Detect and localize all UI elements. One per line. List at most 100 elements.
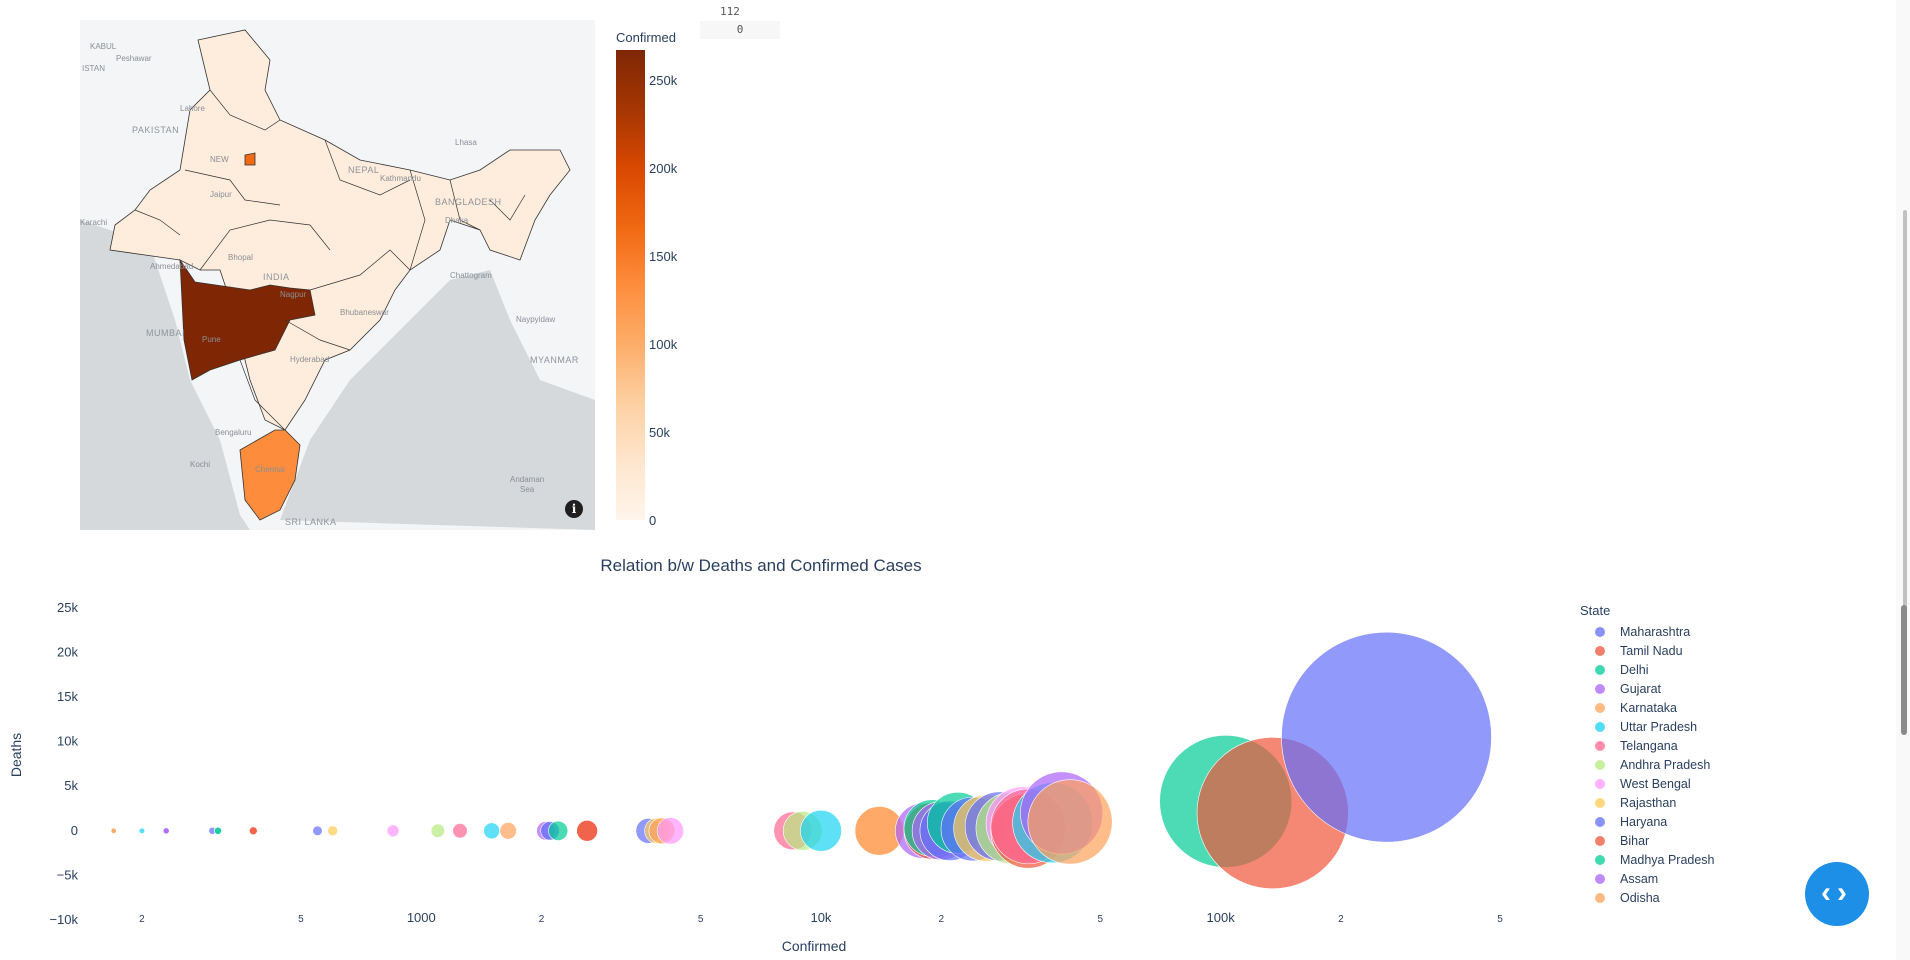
map-label-pune: Pune bbox=[202, 335, 221, 344]
bubble-bihar[interactable] bbox=[249, 826, 258, 836]
bubble-rajasthan[interactable] bbox=[327, 825, 338, 837]
x-tick-label: 10k bbox=[810, 910, 831, 925]
map-label-istan: ISTAN bbox=[82, 64, 105, 73]
x-tick-label: 5 bbox=[1098, 914, 1104, 925]
state-shape-tamil-nadu[interactable] bbox=[239, 429, 301, 521]
x-tick-label: 2 bbox=[938, 914, 944, 925]
map-panel[interactable]: KABUL Peshawar ISTAN PAKISTAN Lahore NEW… bbox=[80, 20, 595, 530]
map-label-bhubaneswar: Bhubaneswar bbox=[340, 308, 389, 317]
bubble-andhra-pradesh[interactable] bbox=[430, 823, 445, 838]
legend-item-uttar-pradesh[interactable]: Uttar Pradesh bbox=[1580, 717, 1715, 736]
legend-label: Maharashtra bbox=[1620, 624, 1691, 639]
legend-label: Tamil Nadu bbox=[1620, 643, 1683, 658]
bubble-telangana[interactable] bbox=[452, 823, 468, 839]
colorbar-tick: 200k bbox=[649, 161, 678, 176]
map-label-hyderabad: Hyderabad bbox=[290, 355, 330, 364]
bubble-uttar-pradesh[interactable] bbox=[138, 827, 146, 835]
map-label-mumbai: MUMBAI bbox=[146, 328, 185, 338]
bubble-chart[interactable]: 25k 20k 15k 10k 5k 0 −5k −10k 2 5 1000 2 5 10k 2 5 100k… bbox=[0, 590, 1530, 960]
legend-marker bbox=[1595, 721, 1605, 732]
map-label-myanmar: MYANMAR bbox=[530, 355, 579, 365]
bubble-haryana[interactable] bbox=[312, 825, 323, 836]
x-axis: 2 5 1000 2 5 10k 2 5 100k 2 5 bbox=[139, 910, 1503, 925]
map-label-sri-lanka: SRI LANKA bbox=[285, 517, 337, 527]
x-tick-label: 2 bbox=[139, 914, 145, 925]
y-axis: 25k 20k 15k 10k 5k 0 −5k −10k bbox=[49, 600, 78, 927]
bubble-madhya-pradesh[interactable] bbox=[214, 826, 222, 835]
slider-value-input[interactable]: 0 bbox=[700, 21, 780, 39]
page-scrollbar-thumb[interactable] bbox=[1903, 210, 1907, 730]
legend-item-rajasthan[interactable]: Rajasthan bbox=[1580, 793, 1715, 812]
legend-item-andhra-pradesh[interactable]: Andhra Pradesh bbox=[1580, 755, 1715, 774]
bubble-bihar[interactable] bbox=[576, 820, 598, 842]
india-choropleth-map[interactable] bbox=[80, 20, 595, 530]
legend-item-odisha[interactable]: Odisha bbox=[1580, 888, 1715, 907]
legend-item-bihar[interactable]: Bihar bbox=[1580, 831, 1715, 850]
bubble-uttar-pradesh[interactable] bbox=[800, 809, 842, 852]
legend-marker bbox=[1595, 645, 1605, 656]
bubble-maharashtra[interactable] bbox=[1281, 631, 1492, 843]
legend-marker bbox=[1595, 835, 1605, 846]
info-icon[interactable]: i bbox=[565, 500, 583, 518]
legend-label: Andhra Pradesh bbox=[1620, 757, 1711, 772]
map-label-chattogram: Chattogram bbox=[450, 271, 492, 280]
state-shape-delhi[interactable] bbox=[244, 152, 256, 166]
legend-label: Odisha bbox=[1620, 890, 1660, 905]
y-tick-label: 0 bbox=[71, 823, 78, 838]
legend-item-haryana[interactable]: Haryana bbox=[1580, 812, 1715, 831]
map-label-new-delhi: NEW bbox=[210, 155, 229, 164]
map-label-sea: Sea bbox=[520, 485, 535, 494]
y-tick-label: 10k bbox=[57, 734, 78, 749]
y-tick-label: 5k bbox=[64, 778, 78, 793]
legend-marker bbox=[1595, 873, 1605, 884]
legend-label: Telangana bbox=[1620, 738, 1678, 753]
bubble-delhi[interactable] bbox=[548, 820, 569, 841]
colorbar-tick: 50k bbox=[649, 425, 670, 440]
bubble-karnataka[interactable] bbox=[1027, 779, 1113, 865]
arabian-sea bbox=[80, 220, 250, 530]
state-shape-maharashtra[interactable] bbox=[179, 258, 316, 381]
map-label-lahore: Lahore bbox=[180, 104, 205, 113]
legend-item-delhi[interactable]: Delhi bbox=[1580, 660, 1715, 679]
colorbar-title: Confirmed bbox=[616, 30, 676, 45]
legend-item-karnataka[interactable]: Karnataka bbox=[1580, 698, 1715, 717]
bubble-west-bengal[interactable] bbox=[656, 817, 684, 845]
map-label-andaman: Andaman bbox=[510, 475, 545, 484]
map-label-kabul: KABUL bbox=[90, 42, 117, 51]
chart-legend[interactable]: State Maharashtra Tamil Nadu Delhi Gujarat K… bbox=[1580, 603, 1715, 907]
state-borders bbox=[134, 89, 526, 431]
legend-marker bbox=[1595, 816, 1605, 827]
bubble-west-bengal[interactable] bbox=[386, 824, 400, 838]
legend-label: Karnataka bbox=[1620, 700, 1677, 715]
colorbar-tick: 100k bbox=[649, 337, 678, 352]
legend-item-west-bengal[interactable]: West Bengal bbox=[1580, 774, 1715, 793]
bubble-uttar-pradesh[interactable] bbox=[483, 822, 500, 840]
x-tick-label: 100k bbox=[1207, 910, 1236, 925]
bubble-karnataka[interactable] bbox=[499, 822, 517, 840]
legend-label: West Bengal bbox=[1620, 776, 1691, 791]
legend-item-gujarat[interactable]: Gujarat bbox=[1580, 679, 1715, 698]
map-label-kathmandu: Kathmandu bbox=[380, 174, 421, 183]
map-label-nagpur: Nagpur bbox=[280, 290, 307, 299]
colorbar-tick: 250k bbox=[649, 73, 678, 88]
inner-scrollbar-thumb[interactable] bbox=[1901, 605, 1907, 735]
legend-marker bbox=[1595, 683, 1605, 694]
legend-item-tamil-nadu[interactable]: Tamil Nadu bbox=[1580, 641, 1715, 660]
legend-marker bbox=[1595, 664, 1605, 675]
legend-item-telangana[interactable]: Telangana bbox=[1580, 736, 1715, 755]
code-toggle-button[interactable]: ‹› bbox=[1805, 862, 1869, 926]
colorbar-tick: 150k bbox=[649, 249, 678, 264]
legend-item-maharashtra[interactable]: Maharashtra bbox=[1580, 622, 1715, 641]
y-tick-label: −5k bbox=[57, 867, 79, 882]
map-label-bengaluru: Bengaluru bbox=[215, 428, 252, 437]
slider-max-value: 112 bbox=[720, 5, 740, 18]
bubble-assam[interactable] bbox=[162, 827, 170, 835]
bubble-layer[interactable] bbox=[110, 631, 1492, 889]
legend-marker bbox=[1595, 759, 1605, 770]
x-tick-label: 1000 bbox=[407, 910, 436, 925]
legend-label: Madhya Pradesh bbox=[1620, 852, 1715, 867]
legend-item-assam[interactable]: Assam bbox=[1580, 869, 1715, 888]
legend-item-madhya-pradesh[interactable]: Madhya Pradesh bbox=[1580, 850, 1715, 869]
bubble-odisha[interactable] bbox=[110, 827, 117, 834]
legend-label: Rajasthan bbox=[1620, 795, 1677, 810]
